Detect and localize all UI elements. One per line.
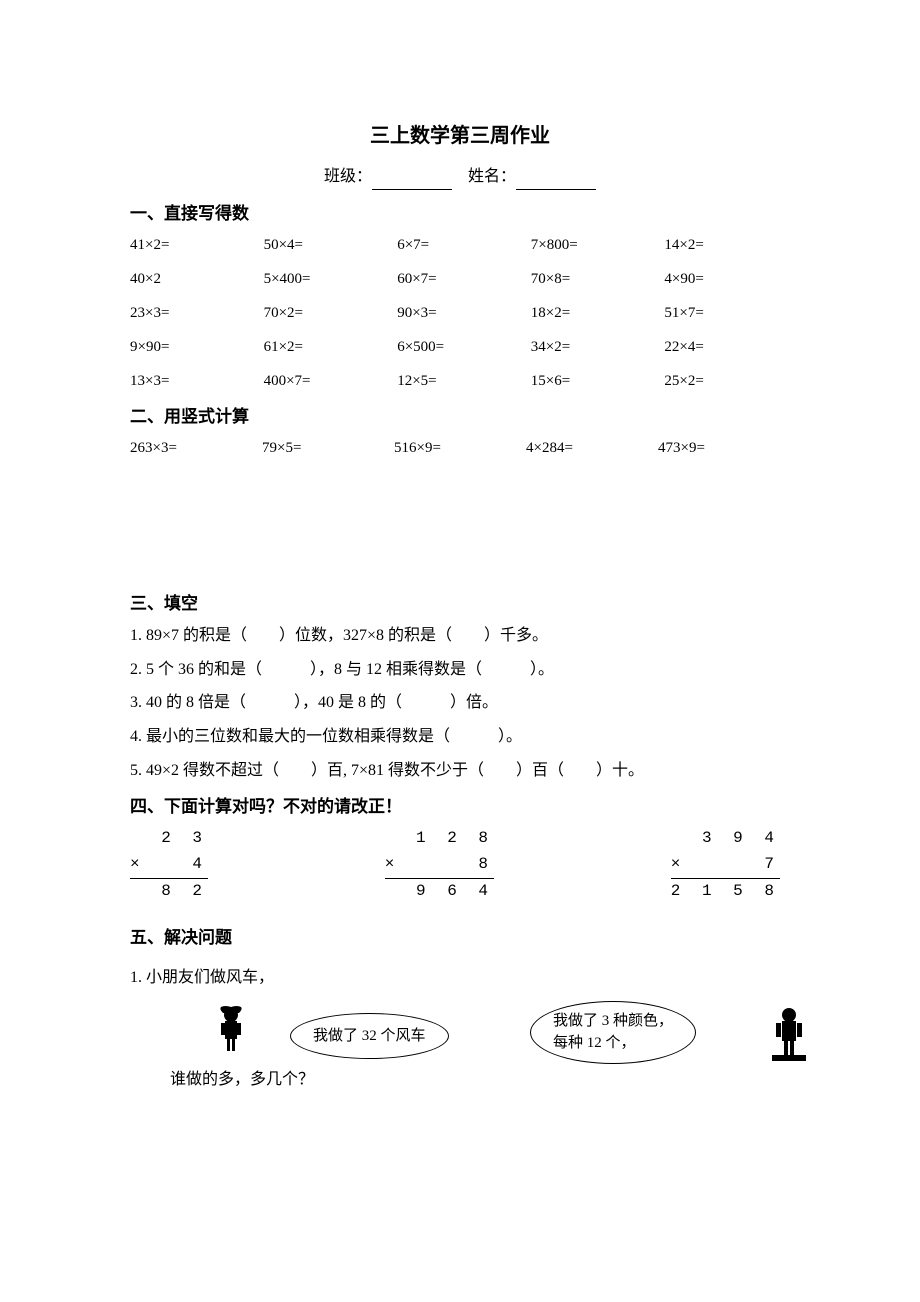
class-label: 班级： <box>324 168 372 185</box>
cell: 70×8= <box>531 267 657 291</box>
cell: 516×9= <box>394 436 526 460</box>
cell: 50×4= <box>264 233 390 257</box>
cell: 51×7= <box>664 301 790 325</box>
speech-bubble-2: 我做了 3 种颜色， 每种 12 个， <box>530 1001 696 1064</box>
bubble2-line1: 我做了 3 种颜色， <box>553 1013 673 1029</box>
cell: 13×3= <box>130 369 256 393</box>
cell: 40×2 <box>130 267 256 291</box>
q5-scene: 我做了 32 个风车 我做了 3 种颜色， 每种 12 个， 谁做的多，多几个？ <box>130 997 790 1107</box>
cell: 4×284= <box>526 436 658 460</box>
worksheet-title: 三上数学第三周作业 <box>130 120 790 152</box>
cell: 4×90= <box>664 267 790 291</box>
cell: 14×2= <box>664 233 790 257</box>
fill-line: 2. 5 个 36 的和是（ ），8 与 12 相乘得数是（ ）。 <box>130 657 790 683</box>
section3-heading: 三、填空 <box>130 590 790 617</box>
cell: 61×2= <box>264 335 390 359</box>
cell: 473×9= <box>658 436 790 460</box>
section4-verticals: 2 3 × 4 8 2 1 2 8 × 8 9 6 4 3 9 4 × 7 2 … <box>130 826 790 904</box>
cell: 60×7= <box>397 267 523 291</box>
fill-line: 1. 89×7 的积是（ ）位数，327×8 的积是（ ）千多。 <box>130 623 790 649</box>
cell: 18×2= <box>531 301 657 325</box>
cell: 25×2= <box>664 369 790 393</box>
cell: 400×7= <box>264 369 390 393</box>
section2-grid: 263×3= 79×5= 516×9= 4×284= 473×9= <box>130 436 790 460</box>
name-blank <box>516 174 596 190</box>
name-label: 姓名： <box>468 168 516 185</box>
section2-heading: 二、用竖式计算 <box>130 403 790 430</box>
cell: 7×800= <box>531 233 657 257</box>
cell: 5×400= <box>264 267 390 291</box>
boy-icon <box>768 1005 810 1063</box>
header-line: 班级： 姓名： <box>130 164 790 190</box>
speech-bubble-1: 我做了 32 个风车 <box>290 1013 449 1059</box>
cell: 22×4= <box>664 335 790 359</box>
cell: 12×5= <box>397 369 523 393</box>
vertical-calc: 3 9 4 × 7 2 1 5 8 <box>671 826 780 904</box>
cell: 90×3= <box>397 301 523 325</box>
cell: 6×500= <box>397 335 523 359</box>
section4-heading: 四、下面计算对吗？不对的请改正！ <box>130 793 790 820</box>
cell: 9×90= <box>130 335 256 359</box>
section1-heading: 一、直接写得数 <box>130 200 790 227</box>
section1-grid: 41×2= 50×4= 6×7= 7×800= 14×2= 40×2 5×400… <box>130 233 790 393</box>
cell: 34×2= <box>531 335 657 359</box>
cell: 15×6= <box>531 369 657 393</box>
fill-line: 3. 40 的 8 倍是（ ），40 是 8 的（ ）倍。 <box>130 690 790 716</box>
cell: 6×7= <box>397 233 523 257</box>
cell: 70×2= <box>264 301 390 325</box>
q5-question: 谁做的多，多几个？ <box>170 1067 314 1093</box>
vertical-calc: 1 2 8 × 8 9 6 4 <box>385 826 494 904</box>
vertical-calc: 2 3 × 4 8 2 <box>130 826 208 904</box>
girl-icon <box>215 1005 247 1053</box>
bubble1-text: 我做了 32 个风车 <box>313 1028 426 1044</box>
cell: 263×3= <box>130 436 262 460</box>
class-blank <box>372 174 452 190</box>
bubble2-line2: 每种 12 个， <box>553 1035 636 1051</box>
cell: 41×2= <box>130 233 256 257</box>
fill-line: 5. 49×2 得数不超过（ ）百, 7×81 得数不少于（ ）百（ ）十。 <box>130 758 790 784</box>
section5-heading: 五、解决问题 <box>130 924 790 951</box>
q5-intro: 1. 小朋友们做风车， <box>130 965 790 991</box>
cell: 23×3= <box>130 301 256 325</box>
cell: 79×5= <box>262 436 394 460</box>
fill-line: 4. 最小的三位数和最大的一位数相乘得数是（ ）。 <box>130 724 790 750</box>
